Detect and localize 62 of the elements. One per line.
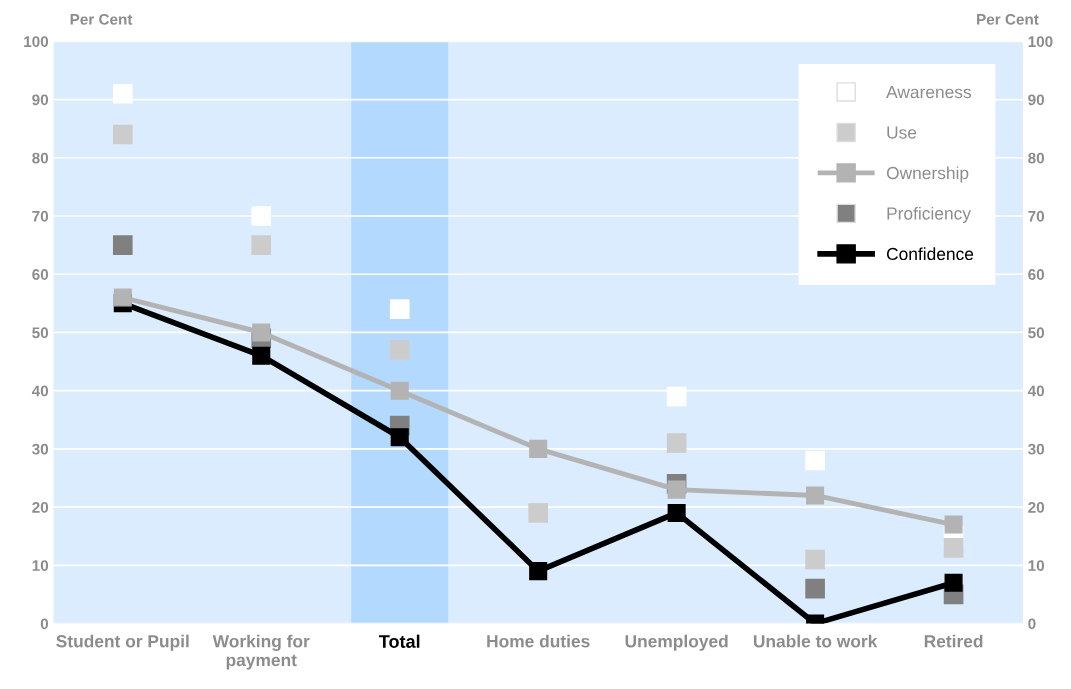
x-tick-label: Working for payment bbox=[212, 634, 310, 670]
point bbox=[390, 381, 409, 400]
x-tick-label: Total bbox=[379, 634, 420, 648]
point bbox=[251, 206, 272, 226]
point bbox=[529, 562, 548, 581]
legend-label: Confidence bbox=[886, 247, 974, 261]
point bbox=[252, 323, 271, 342]
x-tick-label: Unable to work bbox=[753, 634, 878, 648]
point bbox=[389, 299, 410, 319]
y2-tick-label: 80 bbox=[1028, 152, 1045, 164]
y2-tick-label: 50 bbox=[1028, 327, 1045, 339]
y2-axis-title: Per Cent bbox=[977, 13, 1039, 25]
point bbox=[112, 124, 133, 145]
x-tick-label: Retired bbox=[924, 634, 983, 648]
y-tick-label: 90 bbox=[32, 94, 49, 106]
point bbox=[667, 503, 686, 522]
point bbox=[251, 235, 272, 255]
point bbox=[389, 340, 410, 360]
legend-label: Ownership bbox=[886, 166, 969, 183]
y2-tick-label: 70 bbox=[1028, 210, 1045, 222]
point bbox=[252, 346, 271, 365]
y-tick-label: 10 bbox=[32, 560, 49, 572]
point bbox=[805, 549, 825, 570]
y-tick-label: 60 bbox=[32, 269, 49, 280]
y-tick-label: 100 bbox=[24, 36, 49, 48]
point bbox=[805, 450, 825, 471]
y2-tick-label: 60 bbox=[1028, 269, 1045, 280]
y-tick-label: 0 bbox=[40, 618, 49, 630]
y2-tick-label: 40 bbox=[1027, 385, 1045, 397]
point bbox=[806, 486, 825, 505]
y-tick-label: 50 bbox=[32, 327, 49, 339]
legend-label: Proficiency bbox=[887, 206, 971, 224]
point bbox=[112, 235, 133, 255]
point bbox=[944, 515, 963, 534]
point bbox=[529, 439, 548, 458]
point bbox=[113, 288, 132, 307]
y2-tick-label: 90 bbox=[1028, 94, 1045, 106]
x-tick-label: Unemployed bbox=[625, 634, 728, 651]
point bbox=[666, 386, 687, 407]
y2-tick-label: 20 bbox=[1028, 501, 1045, 513]
legend-label: Awareness bbox=[886, 86, 972, 99]
point bbox=[528, 503, 548, 523]
y-tick-label: 40 bbox=[31, 385, 49, 397]
point bbox=[390, 428, 409, 447]
point bbox=[667, 480, 686, 499]
y-tick-label: 20 bbox=[32, 501, 49, 513]
y2-tick-label: 10 bbox=[1028, 560, 1045, 572]
y-tick-label: 70 bbox=[32, 210, 49, 222]
y2-tick-label: 0 bbox=[1028, 618, 1036, 630]
y2-tick-label: 30 bbox=[1028, 443, 1045, 455]
point bbox=[944, 573, 963, 592]
y2-tick-label: 100 bbox=[1028, 36, 1053, 48]
y-axis-title: Per Cent bbox=[70, 13, 133, 25]
x-tick-label: Home duties bbox=[487, 634, 590, 648]
x-tick-label: Student or Pupil bbox=[56, 634, 189, 651]
legend-label: Use bbox=[887, 126, 917, 139]
point bbox=[805, 578, 825, 599]
point bbox=[943, 538, 964, 558]
y-tick-label: 30 bbox=[32, 443, 49, 455]
y-tick-label: 80 bbox=[32, 152, 49, 164]
point bbox=[666, 433, 687, 453]
point bbox=[112, 83, 133, 104]
